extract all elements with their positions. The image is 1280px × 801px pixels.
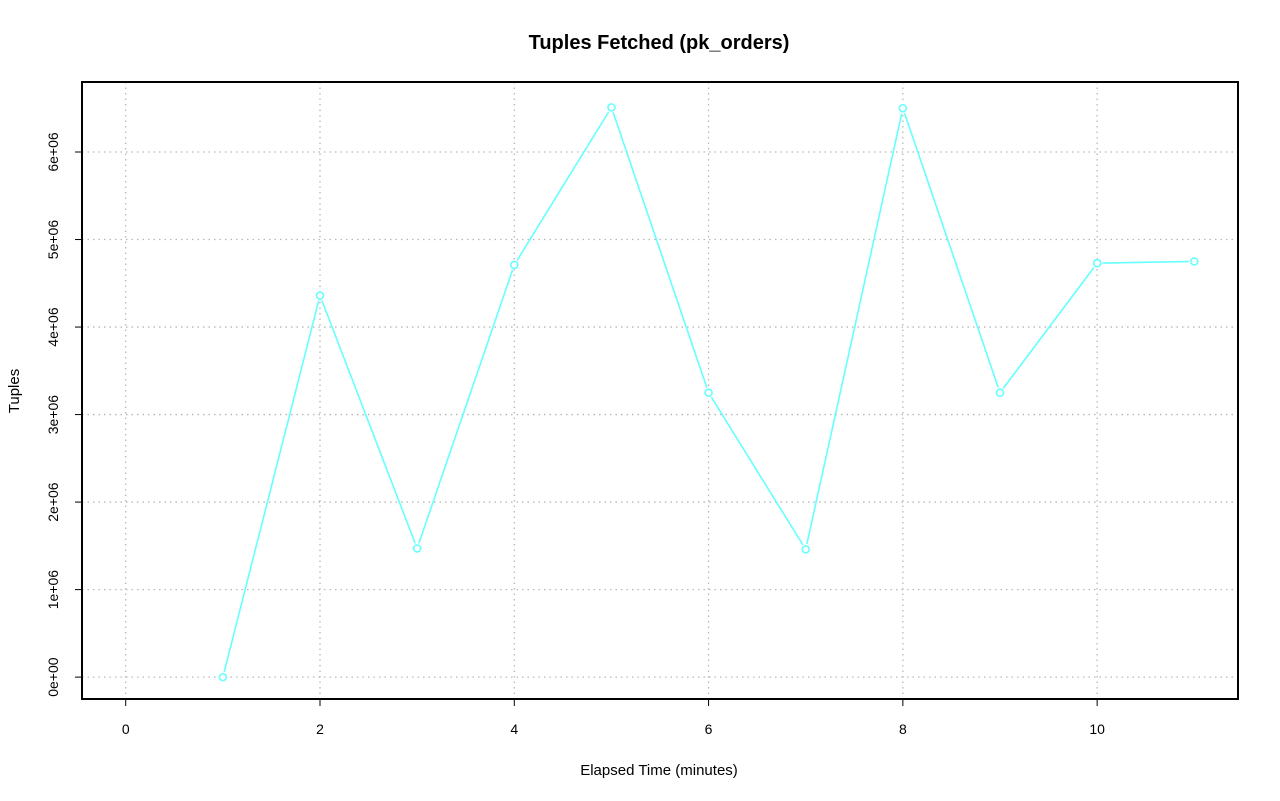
data-point bbox=[509, 260, 519, 270]
series-line-segment bbox=[1102, 260, 1190, 264]
series-layer bbox=[218, 103, 1199, 682]
y-tick-label: 2e+06 bbox=[45, 482, 61, 522]
data-point bbox=[704, 388, 713, 397]
data-point bbox=[898, 103, 908, 113]
data-point bbox=[801, 545, 811, 554]
y-tick-label: 6e+06 bbox=[45, 132, 61, 172]
x-tick-label: 6 bbox=[705, 721, 713, 737]
series-line-segment bbox=[1002, 267, 1095, 389]
grid-layer bbox=[82, 82, 1238, 699]
data-point bbox=[412, 544, 422, 553]
y-tick-label: 5e+06 bbox=[45, 220, 61, 260]
data-point bbox=[607, 103, 616, 112]
x-tick-label: 0 bbox=[122, 721, 130, 737]
y-axis-label: Tuples bbox=[6, 369, 23, 413]
chart-title: Tuples Fetched (pk_orders) bbox=[529, 32, 790, 54]
y-tick-label: 3e+06 bbox=[45, 395, 61, 435]
series-line-segment bbox=[612, 112, 708, 388]
series-line-segment bbox=[710, 396, 804, 546]
y-tick-label: 1e+06 bbox=[45, 570, 61, 610]
data-point bbox=[218, 672, 228, 682]
series-line-segment bbox=[903, 113, 999, 388]
y-tick-label: 4e+06 bbox=[45, 307, 61, 347]
x-tick-label: 10 bbox=[1089, 721, 1105, 737]
series-line-segment bbox=[418, 269, 514, 544]
x-axis: 0 2 4 6 8 10 bbox=[122, 699, 1105, 737]
data-point bbox=[1092, 258, 1102, 268]
y-axis: 0e+00 1e+06 2e+06 3e+06 4e+06 5e+06 6e+06 bbox=[45, 132, 82, 697]
data-point bbox=[1189, 257, 1199, 266]
series-line-segment bbox=[516, 111, 610, 261]
data-point bbox=[995, 388, 1005, 397]
x-axis-label: Elapsed Time (minutes) bbox=[580, 762, 738, 779]
series-line-segment bbox=[806, 113, 903, 545]
series-line-segment bbox=[321, 300, 416, 544]
y-tick-label: 0e+00 bbox=[45, 657, 61, 697]
x-tick-label: 4 bbox=[510, 721, 518, 737]
x-tick-label: 2 bbox=[316, 721, 324, 737]
x-tick-label: 8 bbox=[899, 721, 907, 737]
plot-frame bbox=[81, 81, 1239, 700]
series-line-segment bbox=[223, 300, 320, 673]
data-point bbox=[315, 291, 325, 300]
